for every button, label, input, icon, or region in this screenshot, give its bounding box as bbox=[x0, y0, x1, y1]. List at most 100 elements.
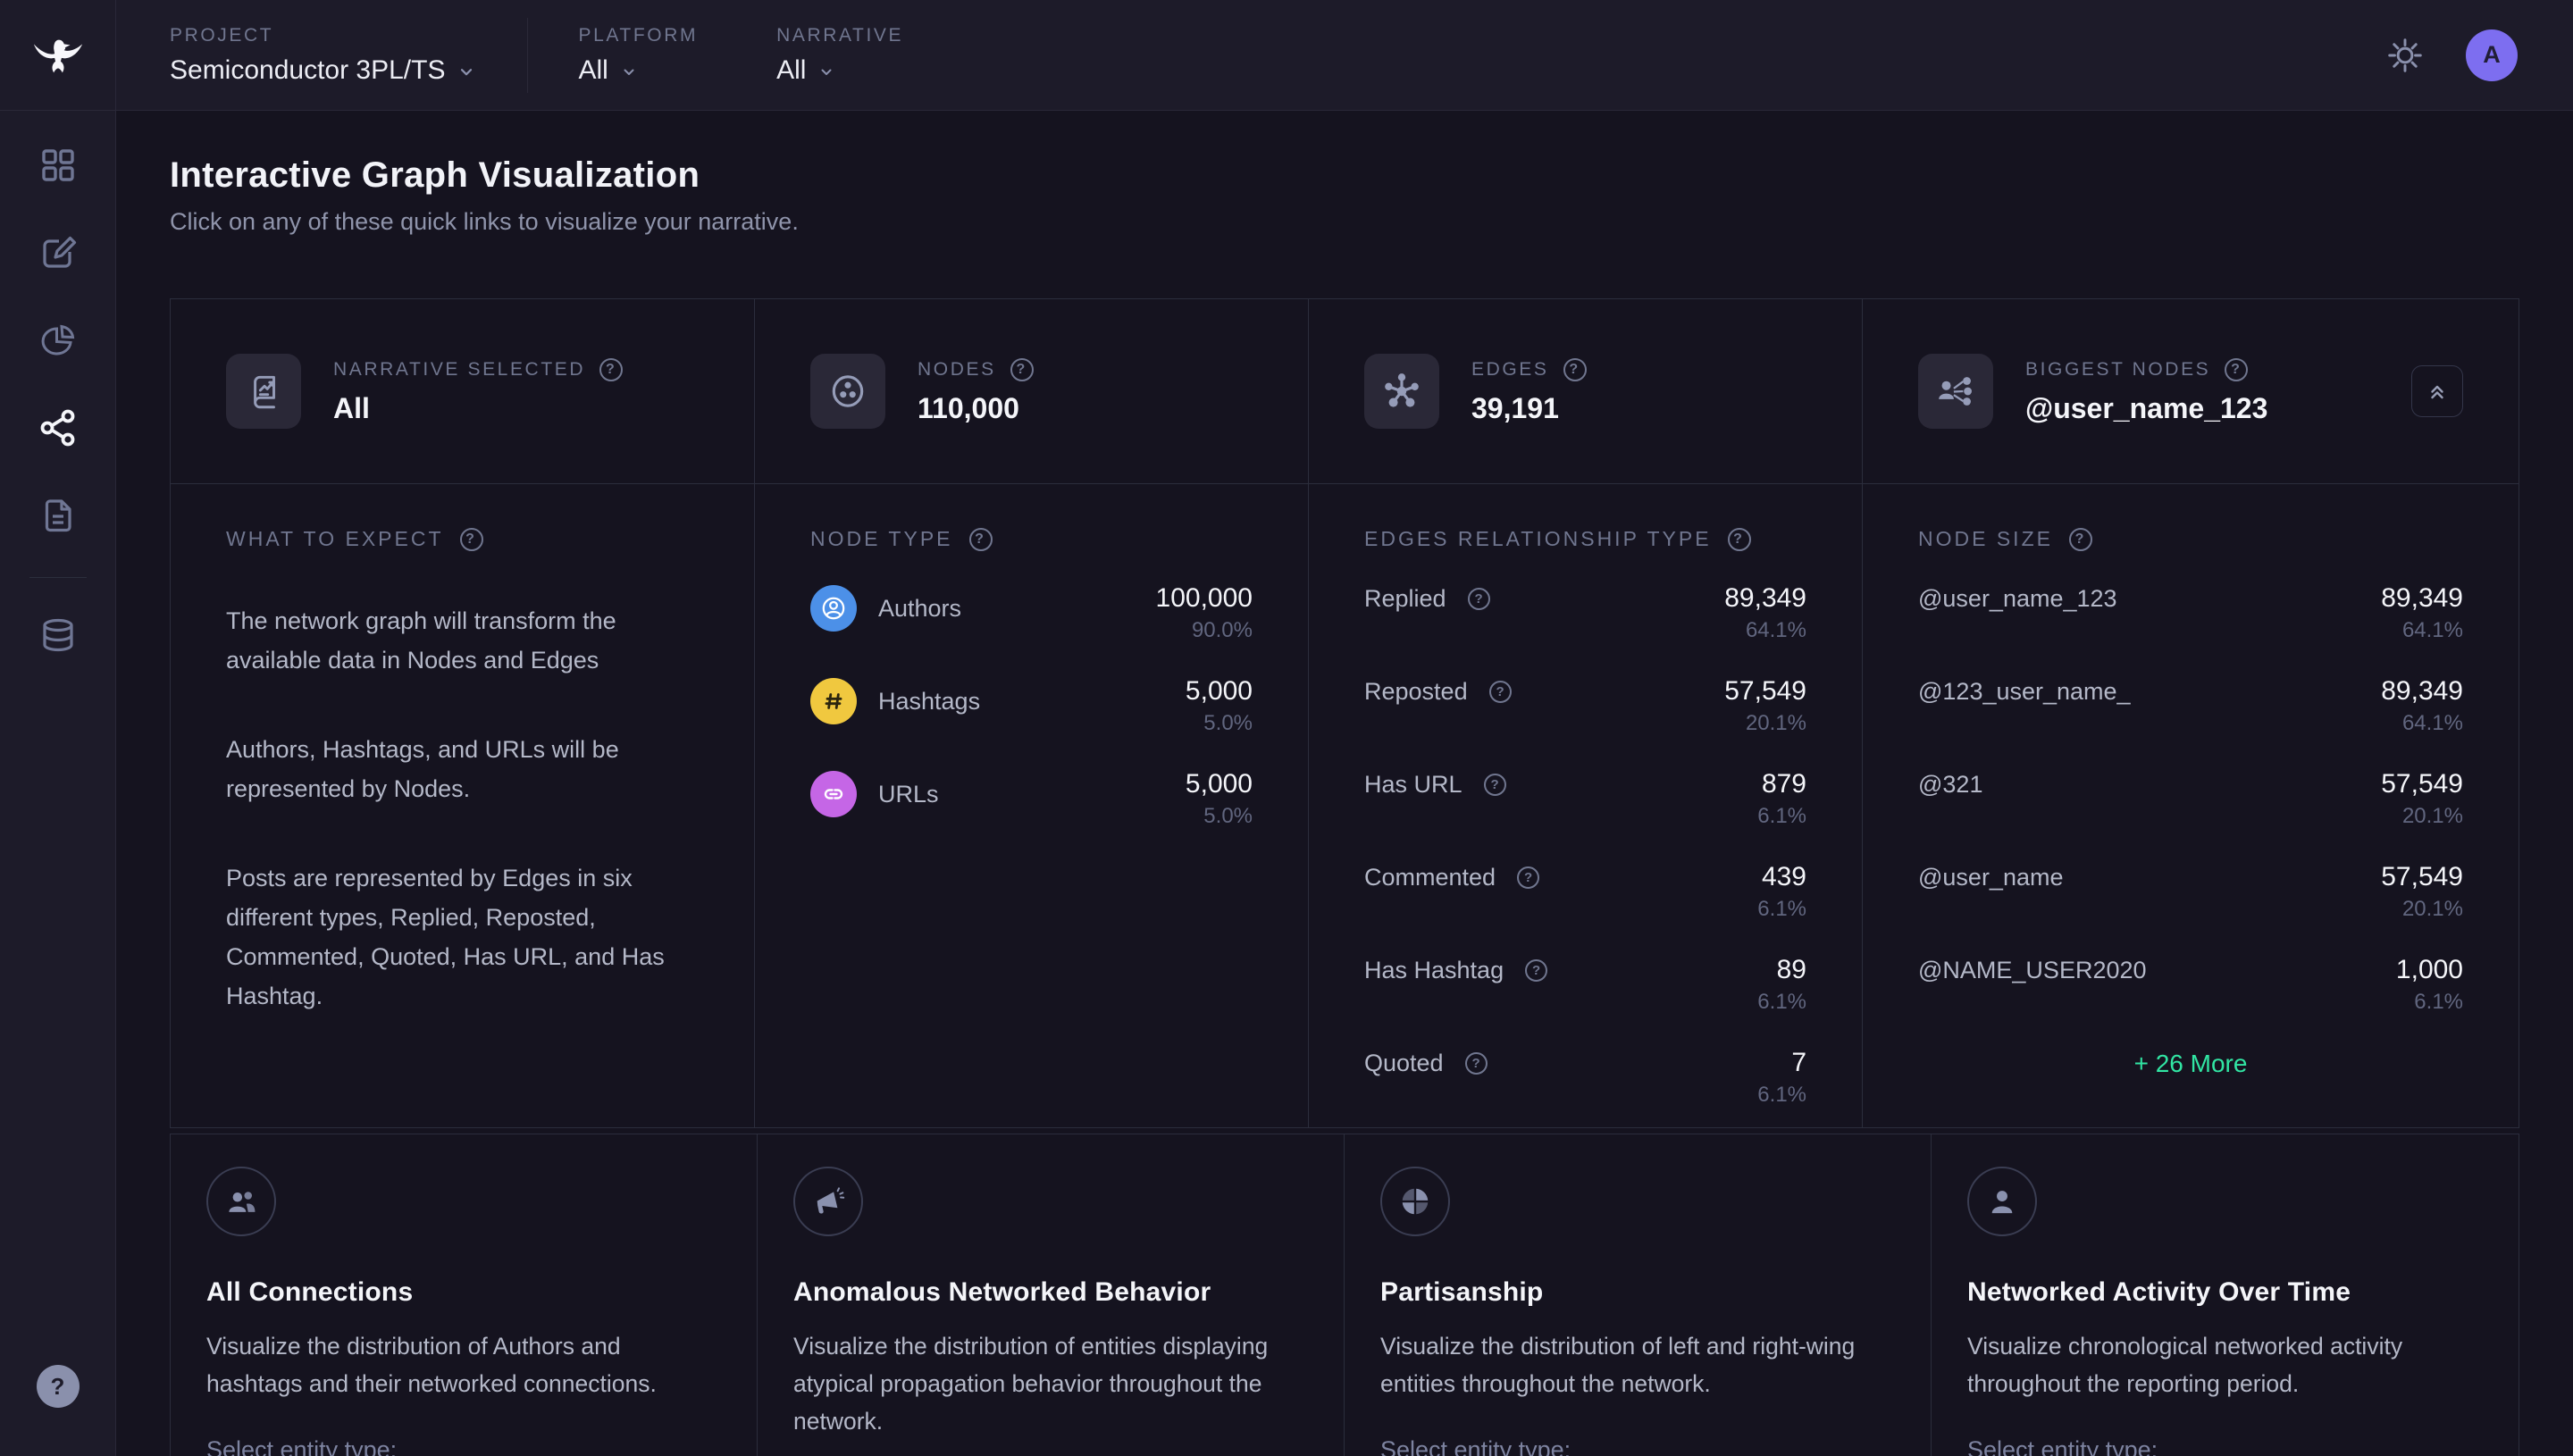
help-circle-icon[interactable] bbox=[599, 357, 624, 381]
help-circle-icon[interactable] bbox=[1517, 866, 1540, 889]
help-button[interactable] bbox=[36, 1365, 80, 1408]
what-to-expect-paragraph: Posts are represented by Edges in six di… bbox=[226, 865, 665, 1009]
quick-link-partisanship[interactable]: Partisanship Visualize the distribution … bbox=[1345, 1134, 1932, 1456]
stat-label: NODES bbox=[918, 358, 996, 380]
select-entity-type-label: Select entity type: bbox=[1967, 1436, 2158, 1456]
help-circle-icon[interactable] bbox=[1488, 681, 1512, 703]
edges-relationship-column: EDGES RELATIONSHIP TYPE Replied 89,349 6… bbox=[1309, 484, 1863, 1127]
help-circle-icon[interactable] bbox=[1467, 588, 1490, 610]
stat-value: 39,191 bbox=[1471, 391, 1559, 424]
row-name: Reposted bbox=[1364, 678, 1468, 705]
select-entity-type-label: Select entity type: bbox=[1380, 1436, 1571, 1456]
row-value: 879 bbox=[1761, 769, 1806, 799]
edges-icon bbox=[1364, 354, 1439, 429]
sidebar-divider bbox=[29, 577, 87, 578]
main-content: Interactive Graph Visualization Click on… bbox=[116, 111, 2573, 1456]
help-circle-icon[interactable] bbox=[1727, 527, 1751, 551]
header-divider bbox=[527, 17, 529, 93]
node-size-row: @321 57,549 20.1% bbox=[1918, 771, 2463, 827]
row-value: 7 bbox=[1791, 1048, 1806, 1077]
row-percent: 64.1% bbox=[2401, 711, 2463, 735]
project-selector[interactable]: PROJECT Semiconductor 3PL/TS bbox=[170, 25, 475, 86]
stat-value: 110,000 bbox=[918, 391, 1019, 424]
row-value: 5,000 bbox=[1185, 676, 1253, 706]
help-circle-icon[interactable] bbox=[2068, 527, 2092, 551]
row-value: 5,000 bbox=[1185, 769, 1253, 799]
chevron-down-icon bbox=[457, 60, 475, 81]
help-circle-icon[interactable] bbox=[1464, 1052, 1488, 1075]
row-value: 89 bbox=[1776, 955, 1806, 984]
sidebar-item-analytics[interactable] bbox=[38, 320, 79, 361]
row-value: 89,349 bbox=[2381, 583, 2463, 613]
help-circle-icon[interactable] bbox=[2225, 357, 2249, 381]
help-circle-icon[interactable] bbox=[1525, 959, 1548, 982]
row-percent: 6.1% bbox=[1757, 804, 1806, 828]
settings-button[interactable] bbox=[2385, 36, 2425, 75]
report-document-icon bbox=[38, 495, 79, 536]
help-circle-icon[interactable] bbox=[1010, 357, 1034, 381]
row-name: @123_user_name_ bbox=[1918, 678, 2131, 705]
quick-link-all-connections[interactable]: All Connections Visualize the distributi… bbox=[171, 1134, 758, 1456]
edge-type-row: Has URL 879 6.1% bbox=[1364, 771, 1806, 827]
edge-type-row: Has Hashtag 89 6.1% bbox=[1364, 957, 1806, 1013]
row-name: Replied bbox=[1364, 585, 1446, 612]
stat-label: EDGES bbox=[1471, 358, 1549, 380]
sidebar-item-dashboard[interactable] bbox=[38, 145, 79, 186]
quick-link-title: Networked Activity Over Time bbox=[1967, 1277, 2351, 1307]
node-size-row: @user_name_123 89,349 64.1% bbox=[1918, 585, 2463, 641]
megaphone-icon bbox=[793, 1167, 863, 1236]
user-avatar[interactable]: A bbox=[2466, 29, 2518, 81]
quick-link-title: Anomalous Networked Behavior bbox=[793, 1277, 1211, 1307]
collapse-panel-button[interactable] bbox=[2411, 365, 2463, 417]
help-circle-icon[interactable] bbox=[1483, 774, 1506, 796]
what-to-expect-column: WHAT TO EXPECT The network graph will tr… bbox=[171, 484, 755, 1127]
help-circle-icon[interactable] bbox=[459, 527, 483, 551]
row-percent: 6.1% bbox=[1757, 990, 1806, 1014]
sidebar-item-graph-visualization[interactable] bbox=[38, 407, 79, 448]
quick-link-title: All Connections bbox=[206, 1277, 414, 1307]
sidebar-item-reports[interactable] bbox=[38, 495, 79, 536]
sidebar-item-data-sources[interactable] bbox=[38, 615, 79, 657]
quick-link-description: Visualize the distribution of Authors an… bbox=[206, 1333, 657, 1397]
node-size-column: NODE SIZE @user_name_123 89,349 64.1% bbox=[1863, 484, 2519, 1127]
row-name: URLs bbox=[878, 780, 939, 807]
platform-value: All bbox=[578, 54, 608, 85]
quick-link-title: Partisanship bbox=[1380, 1277, 1544, 1307]
node-size-row: @user_name 57,549 20.1% bbox=[1918, 864, 2463, 920]
edge-type-row: Replied 89,349 64.1% bbox=[1364, 585, 1806, 641]
section-label: NODE TYPE bbox=[810, 527, 953, 550]
quick-link-anomalous-behavior[interactable]: Anomalous Networked Behavior Visualize t… bbox=[758, 1134, 1345, 1456]
node-size-row: @123_user_name_ 89,349 64.1% bbox=[1918, 678, 2463, 734]
row-name: Has URL bbox=[1364, 771, 1463, 798]
sidebar-item-compose[interactable] bbox=[38, 232, 79, 273]
narrative-selector[interactable]: NARRATIVE All bbox=[776, 25, 903, 86]
narrative-book-icon bbox=[226, 354, 301, 429]
what-to-expect-paragraph: Authors, Hashtags, and URLs will be repr… bbox=[226, 736, 619, 802]
narrative-label: NARRATIVE bbox=[776, 24, 904, 46]
node-type-column: NODE TYPE bbox=[755, 484, 1309, 1127]
database-icon bbox=[38, 615, 79, 657]
show-more-link[interactable]: + 26 More bbox=[2133, 1050, 2248, 1077]
row-name: @321 bbox=[1918, 771, 1983, 798]
row-value: 89,349 bbox=[1724, 583, 1806, 613]
row-name: @NAME_USER2020 bbox=[1918, 957, 2147, 983]
help-circle-icon[interactable] bbox=[1563, 357, 1587, 381]
chevron-down-icon bbox=[818, 61, 834, 80]
stat-narrative-selected: NARRATIVE SELECTED All bbox=[171, 299, 755, 484]
row-percent: 5.0% bbox=[1203, 711, 1253, 735]
edge-type-row: Quoted 7 6.1% bbox=[1364, 1050, 1806, 1106]
quick-link-activity-over-time[interactable]: Networked Activity Over Time Visualize c… bbox=[1932, 1134, 2519, 1456]
author-avatar-icon bbox=[810, 585, 857, 632]
node-type-row: URLs 5,000 5.0% bbox=[810, 771, 1253, 827]
row-percent: 64.1% bbox=[1745, 618, 1806, 642]
platform-selector[interactable]: PLATFORM All bbox=[578, 25, 698, 86]
narrative-value: All bbox=[776, 54, 807, 85]
row-name: Hashtags bbox=[878, 687, 981, 715]
compose-icon bbox=[38, 232, 79, 273]
quick-links-row: All Connections Visualize the distributi… bbox=[170, 1134, 2519, 1456]
row-name: Quoted bbox=[1364, 1050, 1444, 1076]
help-circle-icon[interactable] bbox=[968, 527, 993, 551]
biggest-nodes-icon bbox=[1918, 354, 1993, 429]
brand-logo[interactable] bbox=[0, 0, 116, 110]
dashboard-grid-icon bbox=[38, 145, 79, 186]
